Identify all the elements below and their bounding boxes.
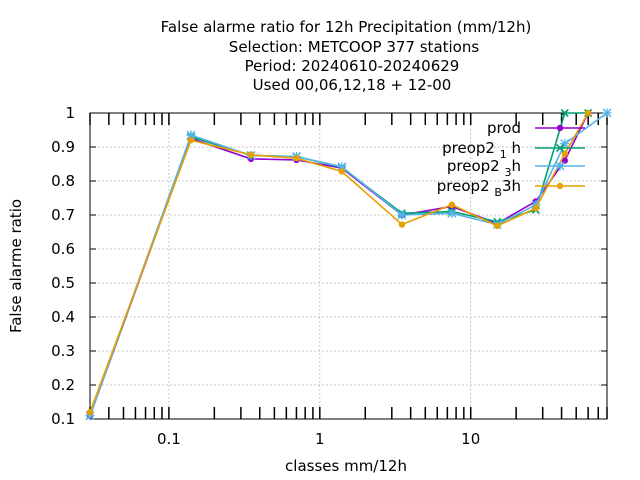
legend-item: prod	[487, 119, 585, 137]
data-point	[187, 137, 195, 144]
data-point	[247, 151, 255, 159]
x-axis-label: classes mm/12h	[285, 457, 407, 475]
axes: 0.1 0.2 0.3 0.4 0.5 0.6 0.7 0.8 0.9 1 0.1 1 10	[51, 104, 608, 448]
data-point	[584, 109, 592, 117]
series-line	[89, 112, 608, 416]
y-tick-label: 1	[65, 104, 75, 122]
y-tick-label: 0.3	[51, 342, 75, 360]
data-point	[560, 108, 569, 118]
legend-label-part: h	[507, 139, 521, 157]
legend-label-part: preop2	[447, 157, 505, 175]
x-tick-label: 0.1	[157, 430, 181, 448]
data-point	[338, 168, 346, 175]
data-point	[447, 208, 457, 218]
data-point	[532, 205, 540, 212]
title-line: Used 00,06,12,18 + 12-00	[253, 76, 452, 94]
data-point	[494, 222, 501, 230]
legend-label-part: prod	[487, 119, 521, 137]
legend-label: preop2 3h	[447, 157, 521, 179]
chart-title: False alarme ratio for 12h Precipitation…	[161, 18, 532, 94]
y-tick-label: 0.6	[51, 240, 75, 258]
data-point	[397, 210, 407, 220]
legend-label: preop2 1 h	[442, 139, 521, 161]
data-point	[556, 182, 564, 190]
grid	[90, 112, 607, 420]
data-point	[602, 108, 612, 118]
y-tick-label: 0.5	[51, 274, 75, 292]
series	[85, 108, 612, 421]
legend-item: preop2 B3h	[437, 177, 585, 199]
data-point	[293, 155, 300, 162]
legend-label-part: 3	[504, 166, 511, 179]
series-layer	[85, 108, 612, 421]
legend-label-part: h	[511, 157, 521, 175]
marker-stroke	[560, 108, 569, 118]
x-tick-label: 1	[315, 430, 325, 448]
legend-item: preop2 1 h	[442, 139, 585, 161]
legend-label-part: preop2	[442, 139, 500, 157]
y-tick-label: 0.8	[51, 172, 75, 190]
series	[86, 109, 592, 416]
y-tick-label: 0.4	[51, 308, 75, 326]
title-line: Period: 20240610-20240629	[245, 57, 460, 75]
legend-label-part: B	[494, 186, 502, 199]
legend-label-part: 1	[500, 148, 507, 161]
legend-label: preop2 B3h	[437, 177, 521, 199]
data-point	[555, 161, 565, 171]
data-point	[86, 409, 94, 416]
plot-frame	[89, 112, 608, 420]
marker-stroke	[555, 143, 565, 153]
title-line: Selection: METCOOP 377 stations	[229, 38, 480, 56]
x-tick-label: 10	[461, 430, 480, 448]
legend-label: prod	[487, 119, 521, 137]
data-point	[448, 201, 456, 208]
title-line: False alarme ratio for 12h Precipitation…	[161, 18, 532, 36]
y-tick-label: 0.1	[51, 410, 75, 428]
data-point	[561, 150, 568, 157]
legend-label-part: 3h	[502, 177, 521, 195]
y-axis-label: False alarme ratio	[7, 199, 25, 333]
y-tick-label: 0.9	[51, 138, 75, 156]
y-tick-label: 0.2	[51, 376, 75, 394]
y-tick-label: 0.7	[51, 206, 75, 224]
data-point	[398, 221, 406, 228]
data-point	[555, 143, 565, 153]
data-point	[337, 162, 347, 172]
legend-label-part: preop2	[437, 177, 495, 195]
legend-item: preop2 3h	[447, 157, 585, 179]
data-point	[556, 124, 564, 132]
